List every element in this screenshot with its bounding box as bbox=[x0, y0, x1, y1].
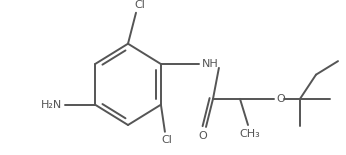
Text: Cl: Cl bbox=[162, 135, 172, 146]
Text: CH₃: CH₃ bbox=[240, 129, 261, 139]
Text: Cl: Cl bbox=[135, 0, 145, 10]
Text: O: O bbox=[199, 131, 207, 141]
Text: NH: NH bbox=[201, 59, 218, 69]
Text: H₂N: H₂N bbox=[40, 100, 62, 110]
Text: O: O bbox=[276, 94, 285, 104]
